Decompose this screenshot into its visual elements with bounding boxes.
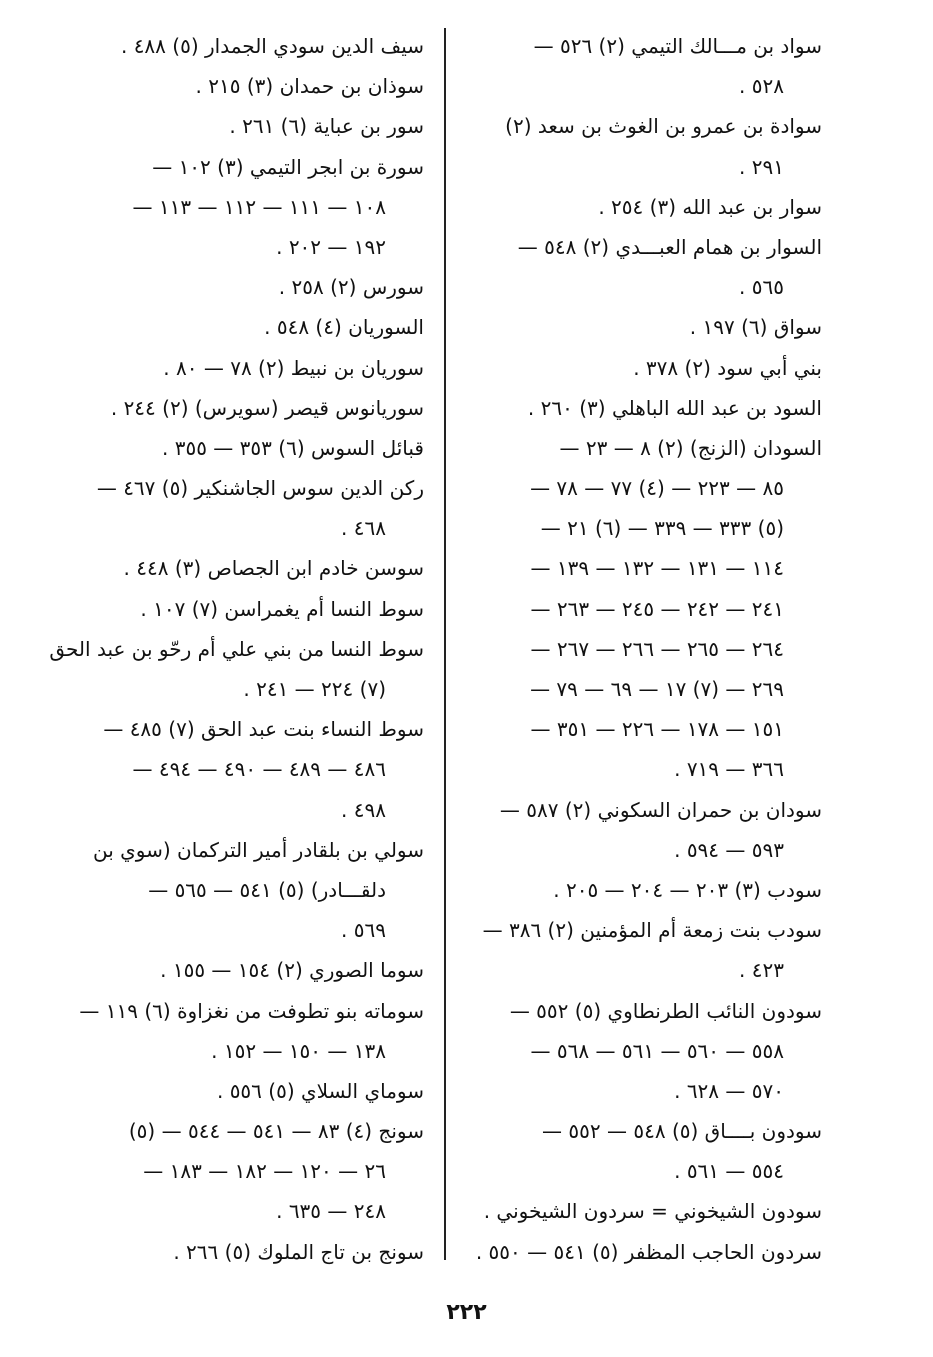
index-entry: سوماي السلاي (٥) ٥٥٦ . xyxy=(216,1078,424,1103)
index-entry-continuation: ١١٤ — ١٣١ — ١٣٢ — ١٣٩ — xyxy=(530,556,784,581)
index-entry: سوط النساء بنت عبد الحق (٧) ٤٨٥ — xyxy=(103,717,424,742)
index-entry-continuation: ١٥١ — ١٧٨ — ٢٢٦ — ٣٥١ — xyxy=(530,717,784,742)
index-entry-continuation: ٥٥٨ — ٥٦٠ — ٥٦١ — ٥٦٨ — xyxy=(530,1038,784,1063)
index-entry: سوط النسا أم يغمراسن (٧) ١٠٧ . xyxy=(140,596,424,621)
index-entry: السودان (الزنج) (٢) ٨ — ٢٣ — xyxy=(559,435,823,460)
index-entry-continuation: (٥) ٣٣٣ — ٣٣٩ — (٦) ٢١ — xyxy=(540,516,784,541)
index-entry-continuation: ٥٥٤ — ٥٦١ . xyxy=(674,1159,784,1184)
index-entry-continuation: ٤٩٨ . xyxy=(341,797,386,822)
index-entry-continuation: ١٣٨ — ١٥٠ — ١٥٢ . xyxy=(211,1038,386,1063)
index-entry: سواد بن مـــالك التيمي (٢) ٥٢٦ — xyxy=(533,34,822,58)
index-entry: سودان بن حمران السكوني (٢) ٥٨٧ — xyxy=(499,797,822,822)
index-entry: سوار بن عبد الله (٣) ٢٥٤ . xyxy=(598,194,822,219)
index-entry: سور بن عباية (٦) ٢٦١ . xyxy=(229,114,424,139)
index-entry-continuation: ٥٢٨ . xyxy=(739,74,784,99)
index-entry-continuation: ٢٦٩ — (٧) ١٧ — ٦٩ — ٧٩ — xyxy=(530,677,784,701)
column-divider xyxy=(444,28,446,1260)
index-entry: سورس (٢) ٢٥٨ . xyxy=(278,275,424,300)
index-entry: سونج بن تاج الملوك (٥) ٢٦٦ . xyxy=(173,1239,424,1264)
index-entry: سوط النسا من بني علي أم رحّو بن عبد الحق xyxy=(49,636,424,661)
index-entry: سيف الدين سودي الجمدار (٥) ٤٨٨ . xyxy=(120,34,424,58)
index-entry-continuation: ١٩٢ — ٢٠٢ . xyxy=(276,234,386,259)
index-entry: بني أبي سود (٢) ٣٧٨ . xyxy=(633,355,822,380)
index-entry-continuation: ٢٩١ . xyxy=(739,154,784,179)
index-entry: سواق (٦) ١٩٧ . xyxy=(689,315,822,340)
index-entry-continuation: دلقـــادر) (٥) ٥٤١ — ٥٦٥ — xyxy=(148,877,386,902)
index-entry-continuation: ٢٤٨ — ٦٣٥ . xyxy=(276,1199,386,1224)
index-entry: سوماته بنو تطوفت من نغزاوة (٦) ١١٩ — xyxy=(79,998,424,1023)
index-entry: سوريانوس قيصر (سويرس) (٢) ٢٤٤ . xyxy=(110,395,424,420)
index-entry: السود بن عبد الله الباهلي (٣) ٢٦٠ . xyxy=(527,395,822,420)
index-entry-continuation: ٣٦٦ — ٧١٩ . xyxy=(674,757,784,782)
index-entry-continuation: (٧) ٢٢٤ — ٢٤١ . xyxy=(243,677,386,701)
index-entry: سودب بنت زمعة أم المؤمنين (٢) ٣٨٦ — xyxy=(482,918,822,943)
index-entry-continuation: ٥٧٠ — ٦٢٨ . xyxy=(674,1078,784,1103)
index-entry: ركن الدين سوس الجاشنكير (٥) ٤٦٧ — xyxy=(96,476,424,501)
index-entry: قبائل السوس (٦) ٣٥٣ — ٣٥٥ . xyxy=(162,435,424,460)
index-entry-continuation: ٤٨٦ — ٤٨٩ — ٤٩٠ — ٤٩٤ — xyxy=(132,757,386,782)
index-entry: سوريان بن نبيط (٢) ٧٨ — ٨٠ . xyxy=(163,355,424,380)
index-entry-continuation: ١٠٨ — ١١١ — ١١٢ — ١١٣ — xyxy=(132,194,386,219)
index-entry: سودون بــــاق (٥) ٥٤٨ — ٥٥٢ — xyxy=(542,1119,822,1144)
index-entry-continuation: ٥٦٥ . xyxy=(739,275,784,300)
index-entry: سودون الشيخوني = سردون الشيخوني . xyxy=(483,1199,822,1224)
index-entry: سوذان بن حمدان (٣) ٢١٥ . xyxy=(195,74,424,99)
index-entry: سورة بن ابجر التيمي (٣) ١٠٢ — xyxy=(152,154,424,179)
index-entry-continuation: ٢٦ — ١٢٠ — ١٨٢ — ١٨٣ — xyxy=(143,1159,386,1184)
index-entry-continuation: ٢٤١ — ٢٤٢ — ٢٤٥ — ٢٦٣ — xyxy=(530,596,784,621)
index-entry: سردون الحاجب المظفر (٥) ٥٤١ — ٥٥٠ . xyxy=(475,1239,822,1264)
index-column-left: سيف الدين سودي الجمدار (٥) ٤٨٨ . سوذان بن… xyxy=(49,26,424,1272)
index-entry-continuation: ٥٩٣ — ٥٩٤ . xyxy=(674,837,784,862)
index-entry-continuation: ٤٦٨ . xyxy=(341,516,386,541)
index-entry: سوما الصوري (٢) ١٥٤ — ١٥٥ . xyxy=(160,958,424,983)
index-entry: سوادة بن عمرو بن الغوث بن سعد (٢) xyxy=(505,114,822,139)
index-entry-continuation: ٢٦٤ — ٢٦٥ — ٢٦٦ — ٢٦٧ — xyxy=(530,636,784,661)
index-entry-continuation: ٤٢٣ . xyxy=(739,958,784,983)
index-entry: سوسن خادم ابن الجصاص (٣) ٤٤٨ . xyxy=(123,556,424,581)
index-entry-continuation: ٨٥ — ٢٢٣ — (٤) ٧٧ — ٧٨ — xyxy=(530,476,784,501)
index-entry: سولي بن بلقادر أمير التركمان (سوي بن xyxy=(92,837,424,862)
index-entry-continuation: ٥٦٩ . xyxy=(341,918,386,943)
index-entry: السوار بن همام العبـــدي (٢) ٥٤٨ — xyxy=(517,234,822,259)
index-entry: سودون النائب الطرنطاوي (٥) ٥٥٢ — xyxy=(509,998,822,1023)
page-number: ٢٢٢ xyxy=(446,1300,487,1325)
index-entry: السوريان (٤) ٥٤٨ . xyxy=(264,315,424,340)
index-column-right: سواد بن مـــالك التيمي (٢) ٥٢٦ — ٥٢٨ . سوا… xyxy=(462,26,822,1272)
index-entry: سونج (٤) ٨٣ — ٥٤١ — ٥٤٤ — (٥) xyxy=(128,1119,424,1144)
index-entry: سودب (٣) ٢٠٣ — ٢٠٤ — ٢٠٥ . xyxy=(553,877,822,902)
